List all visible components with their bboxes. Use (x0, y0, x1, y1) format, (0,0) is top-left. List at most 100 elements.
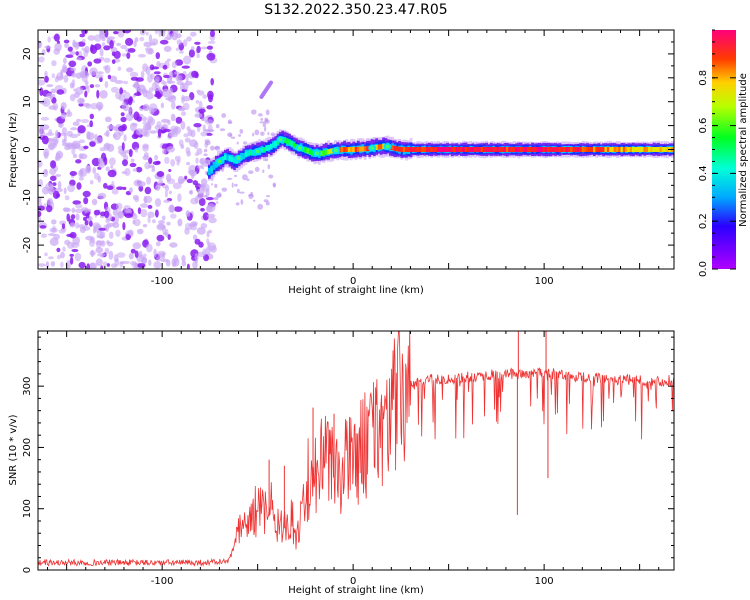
signal-cell (503, 147, 507, 152)
noise-blob (70, 67, 77, 72)
noise-blob (74, 252, 82, 262)
signal-cell (508, 147, 511, 152)
noise-blob (198, 198, 206, 206)
noise-blob (133, 218, 141, 227)
noise-blob (145, 31, 149, 36)
noise-blob (217, 192, 222, 197)
noise-blob (142, 144, 149, 152)
noise-blob (150, 73, 156, 80)
noise-blob (97, 253, 106, 257)
noise-blob (139, 36, 145, 42)
signal-cell (515, 147, 518, 152)
noise-blob (108, 250, 114, 260)
noise-blob (71, 79, 76, 88)
noise-blob (145, 92, 154, 100)
noise-blob (248, 194, 254, 197)
noise-blob (268, 174, 274, 179)
noise-blob (46, 204, 53, 213)
noise-blob (52, 136, 59, 145)
noise-blob (160, 102, 165, 109)
signal-cell (230, 157, 234, 162)
signal-cell (627, 147, 631, 152)
snr-axes: -100 0 100 0 100 200 300 (22, 331, 674, 587)
noise-blob (166, 221, 171, 226)
noise-blob (57, 181, 62, 189)
signal-cell (554, 147, 557, 152)
noise-blob (198, 184, 204, 188)
noise-blob (155, 209, 159, 218)
noise-blob (115, 229, 121, 237)
colorbar-label: Normalized spectral amplitude (738, 73, 749, 227)
noise-blob (38, 263, 46, 267)
noise-blob (101, 42, 106, 47)
noise-blob (83, 216, 87, 221)
noise-blob (90, 249, 94, 258)
noise-blob (171, 258, 176, 267)
signal-cell (556, 147, 559, 152)
noise-blob (164, 190, 168, 198)
noise-blob (267, 131, 270, 136)
noise-blob (137, 84, 146, 93)
noise-blob (49, 143, 57, 149)
noise-blob (106, 263, 110, 267)
noise-blob (190, 129, 196, 138)
snr-x-label: Height of straight line (km) (288, 585, 424, 596)
noise-blob (83, 197, 89, 205)
signal-cell (409, 147, 413, 152)
signal-cell (501, 147, 504, 152)
signal-cell (377, 144, 381, 150)
noise-blob (161, 118, 170, 123)
noise-blob (80, 70, 90, 78)
spectrogram-x-label: Height of straight line (km) (288, 285, 424, 296)
signal-cell (375, 145, 378, 150)
noise-blob (118, 93, 126, 102)
signal-cell (510, 147, 514, 152)
noise-blob (130, 158, 135, 163)
signal-blob (314, 151, 319, 156)
noise-blob (259, 121, 265, 124)
y-tick-label: 0 (22, 567, 33, 573)
noise-blob (49, 237, 59, 246)
noise-blob (211, 183, 214, 186)
signal-cell (558, 147, 562, 152)
noise-blob (109, 157, 116, 166)
signal-cell (480, 147, 484, 152)
noise-blob (161, 148, 167, 155)
noise-blob (166, 33, 172, 41)
noise-blob (67, 184, 76, 193)
signal-cell (292, 142, 296, 148)
noise-blob (79, 167, 88, 177)
noise-blob (162, 88, 171, 98)
noise-blob (38, 159, 43, 168)
noise-blob (111, 51, 116, 57)
noise-blob (41, 135, 49, 145)
noise-blob (47, 198, 53, 206)
signal-cell (547, 147, 550, 152)
signal-cell (354, 146, 358, 152)
noise-blob (202, 212, 209, 221)
y-tick-label: -10 (22, 189, 33, 205)
noise-blob (75, 159, 82, 164)
noise-blob (251, 109, 257, 115)
noise-blob (89, 113, 95, 120)
noise-blob (119, 261, 124, 265)
noise-blob (109, 40, 114, 49)
noise-blob (204, 140, 211, 146)
noise-blob (226, 177, 233, 180)
noise-blob (143, 130, 150, 138)
signal-cell (322, 150, 326, 156)
noise-blob (38, 196, 42, 203)
noise-blob (103, 57, 111, 63)
noise-blob (111, 188, 119, 195)
signal-cell (590, 147, 594, 152)
noise-blob (173, 126, 182, 135)
noise-blob (183, 133, 189, 138)
noise-blob (117, 211, 125, 219)
noise-blob (135, 166, 143, 173)
noise-blob (156, 61, 161, 68)
noise-blob (158, 220, 165, 225)
noise-blob (169, 242, 178, 248)
noise-blob (132, 168, 138, 172)
noise-blob (93, 58, 102, 64)
